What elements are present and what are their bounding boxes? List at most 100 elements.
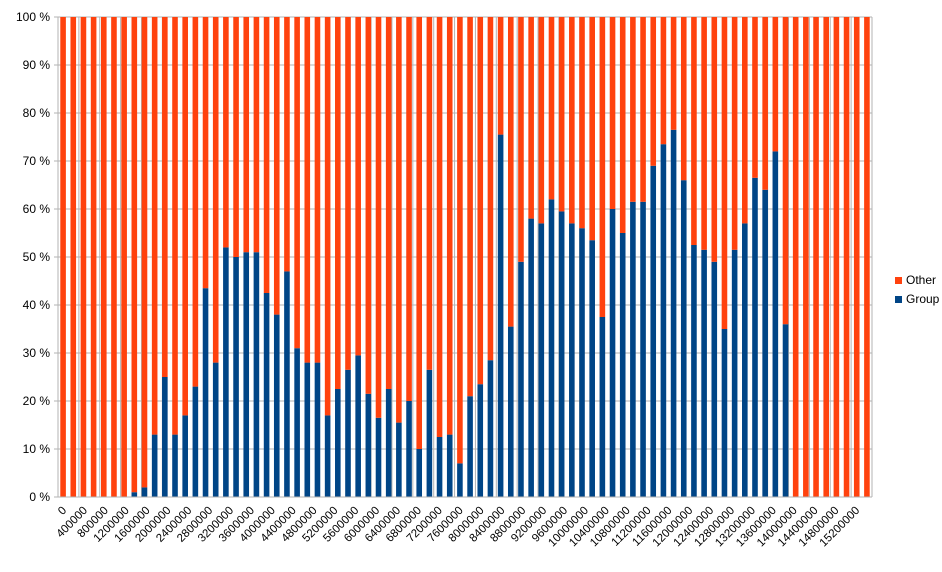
bar-segment-group [355, 355, 361, 497]
bar-segment-other [426, 17, 433, 370]
x-tick-label: 0 [56, 505, 69, 518]
y-tick-label: 20 % [23, 394, 51, 408]
bar-segment-other [396, 17, 402, 423]
bar-segment-other [497, 17, 504, 135]
bar-segment-group [507, 326, 514, 497]
legend-swatch [895, 296, 902, 303]
bar-segment-other [650, 17, 657, 166]
y-tick-label: 80 % [23, 106, 51, 120]
bar-segment-other [792, 17, 799, 497]
bar-segment-other [335, 17, 341, 389]
x-tick-labels: 0400000800000120000016000002000000240000… [54, 505, 862, 550]
bar-segment-group [477, 384, 484, 497]
bar-segment-group [141, 487, 148, 497]
bar-segment-other [446, 17, 453, 435]
gridlines [57, 16, 873, 498]
bar-segment-other [507, 17, 514, 327]
bar-segment-group [151, 434, 158, 497]
bar-segment-other [151, 17, 158, 435]
bar-segment-other [263, 17, 270, 293]
bar-segment-other [243, 17, 250, 253]
axes [54, 16, 872, 498]
bar-segment-other [833, 17, 840, 497]
bar-segment-group [243, 252, 250, 497]
bar-segment-other [162, 17, 168, 377]
bar-segment-group [701, 249, 707, 497]
legend-label: Other [906, 273, 936, 287]
bar-segment-group [365, 393, 372, 497]
y-tick-label: 30 % [23, 346, 51, 360]
bar-segment-other [772, 17, 779, 152]
bar-segment-group [416, 449, 423, 497]
bar-segment-group [446, 434, 453, 497]
bar-segment-other [487, 17, 494, 361]
bar-segment-group [752, 177, 758, 498]
bar-segment-group [385, 389, 392, 497]
bar-segment-other [100, 17, 107, 497]
bar-segment-group [630, 201, 636, 498]
bar-segment-other [345, 17, 351, 370]
bar-segment-other [528, 17, 534, 219]
bar-segment-other [803, 17, 809, 497]
bar-segment-other [579, 17, 585, 229]
bar-segment-other [680, 17, 687, 181]
bar-segment-group [345, 369, 351, 497]
bar-segment-group [324, 415, 331, 497]
bar-segment-other [619, 17, 626, 233]
bar-segment-group [406, 401, 412, 497]
legend-swatch [895, 277, 902, 284]
bar-segment-other [70, 17, 77, 497]
bar-segment-group [192, 386, 199, 497]
bar-segment-other [538, 17, 545, 224]
bar-segment-group [172, 434, 178, 497]
bar-segment-other [111, 17, 117, 497]
bar-segment-other [477, 17, 484, 385]
bar-segment-other [752, 17, 758, 178]
bar-segment-group [670, 129, 677, 498]
bar-segment-other [589, 17, 595, 241]
bar-segment-other [416, 17, 423, 449]
bar-segment-group [599, 317, 606, 497]
bar-segment-other [721, 17, 728, 329]
bar-segment-other [640, 17, 646, 202]
bar-segment-other [80, 17, 87, 497]
bar-segment-group [273, 314, 280, 497]
bar-segment-group [497, 134, 504, 497]
bar-segment-other [172, 17, 178, 435]
bar-segment-group [457, 463, 463, 497]
bar-segment-group [721, 329, 728, 497]
bar-segment-group [558, 211, 565, 497]
bar-segment-other [670, 17, 677, 130]
y-tick-label: 90 % [23, 58, 51, 72]
bar-segment-group [182, 415, 188, 497]
bar-segment-group [782, 324, 789, 497]
bar-segment-group [233, 257, 239, 497]
bar-segment-other [314, 17, 321, 363]
bar-segment-other [701, 17, 707, 250]
bar-segment-group [762, 189, 768, 498]
bar-segment-other [192, 17, 199, 387]
bar-segment-group [548, 199, 555, 497]
bar-segment-other [630, 17, 636, 202]
bar-segment-group [487, 360, 494, 497]
bar-segment-other [548, 17, 555, 200]
bar-segment-group [731, 249, 738, 497]
bar-segment-group [742, 223, 748, 497]
bar-segment-other [711, 17, 718, 262]
bar-segment-other [212, 17, 219, 363]
bar-segment-group [294, 348, 300, 497]
bar-segment-group [711, 261, 718, 497]
bar-segment-other [558, 17, 565, 212]
bar-segment-other [843, 17, 850, 497]
bar-segment-group [589, 240, 595, 497]
bar-segment-other [253, 17, 260, 253]
bar-segment-other [853, 17, 860, 497]
bar-segment-group [375, 417, 382, 497]
bar-segment-group [518, 261, 524, 497]
bar-segment-group [253, 252, 260, 497]
bar-segment-other [141, 17, 148, 488]
bar-segment-group [426, 369, 433, 497]
bar-segment-other [273, 17, 280, 315]
bar-segment-group [162, 377, 168, 497]
